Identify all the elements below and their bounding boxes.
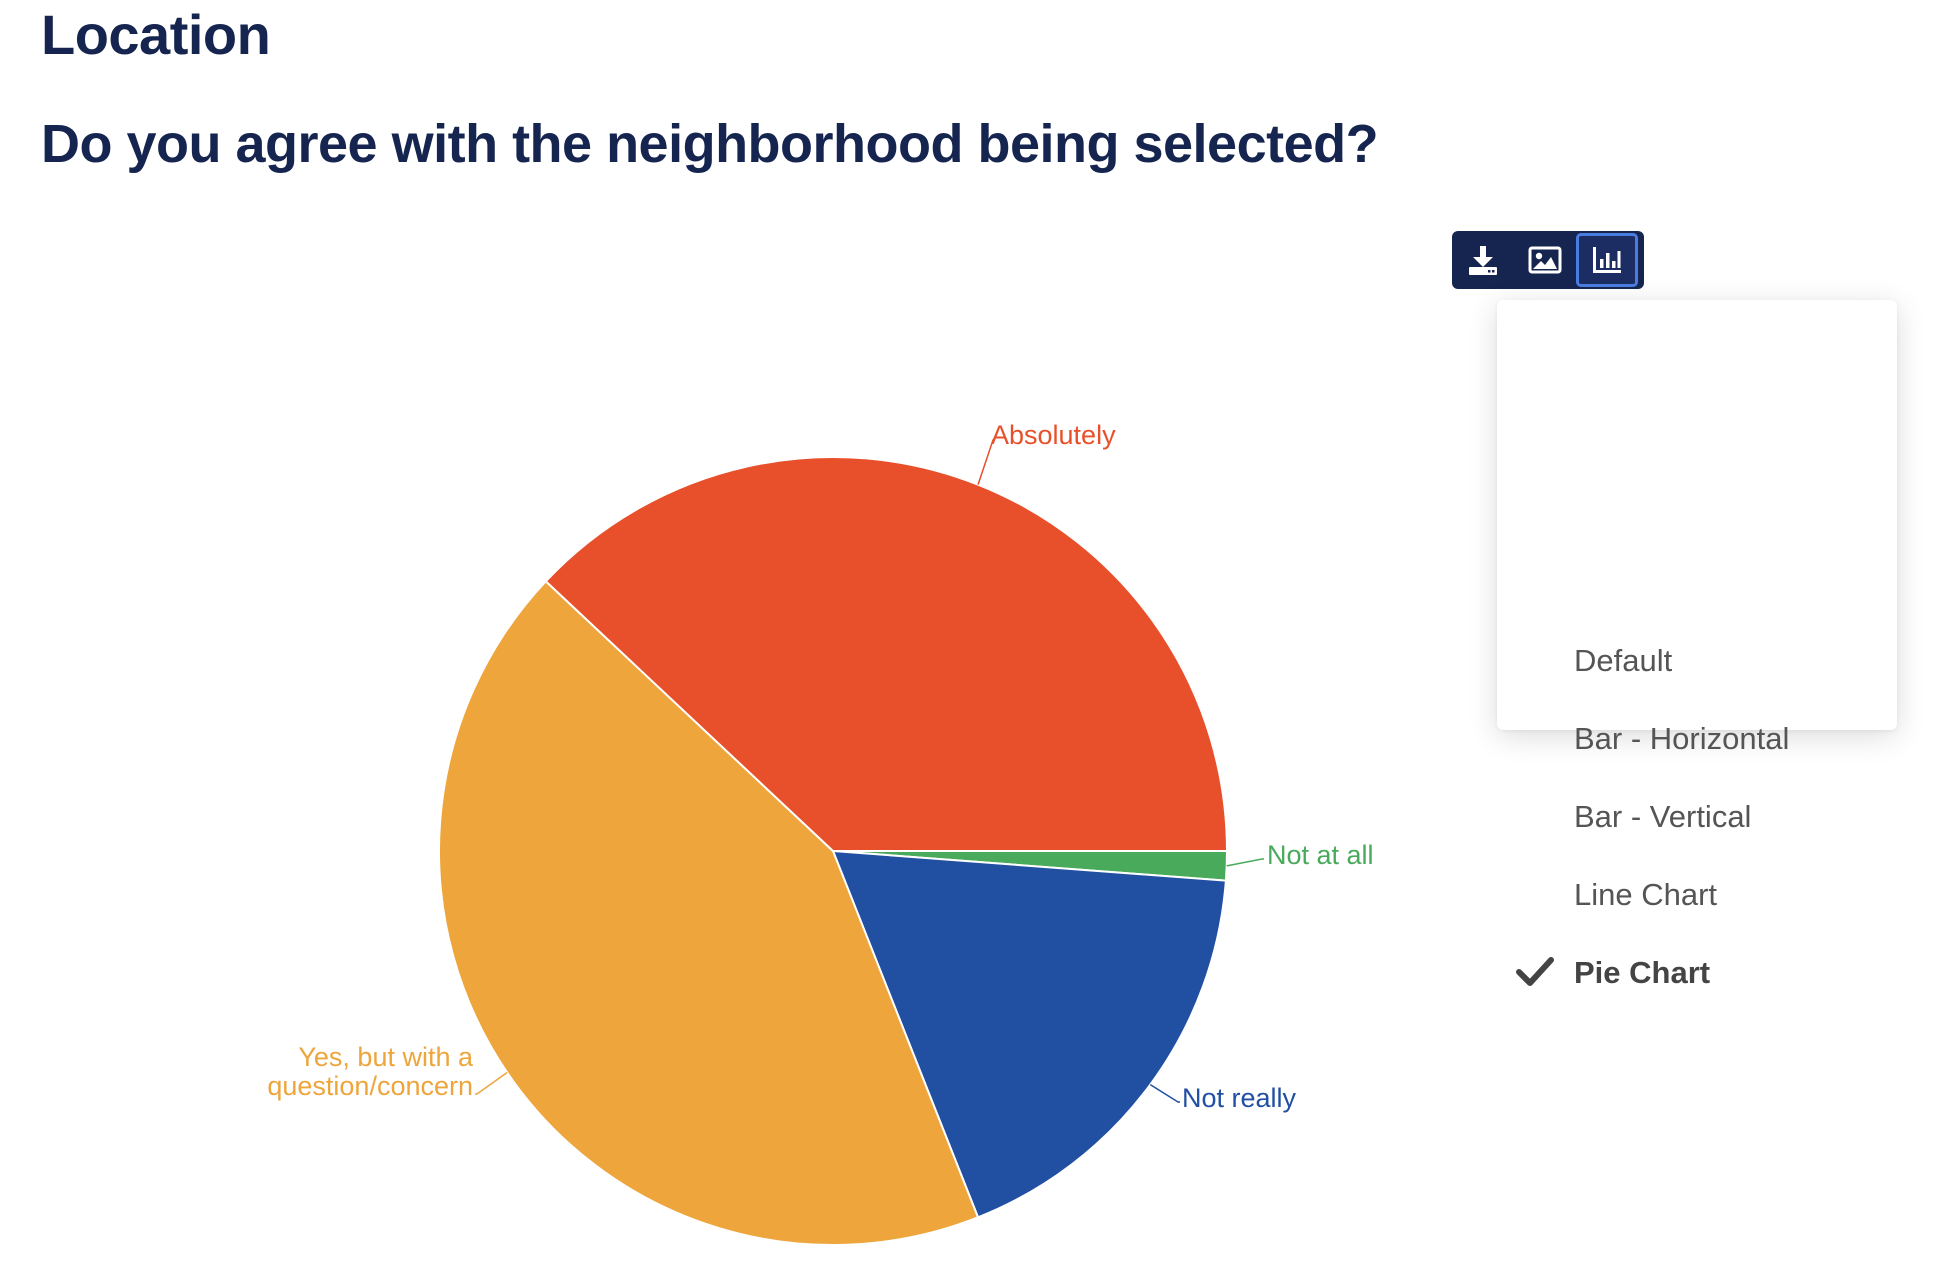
image-icon <box>1528 246 1562 274</box>
menu-item-bar-horizontal[interactable]: Bar - Horizontal <box>1574 721 1790 756</box>
bar-chart-icon <box>1593 247 1621 273</box>
menu-item-default[interactable]: Default <box>1574 643 1673 678</box>
pie-slice-absolutely[interactable] <box>544 456 1229 852</box>
question-title: Do you agree with the neighborhood being… <box>41 114 1379 174</box>
section-title: Location <box>41 3 271 66</box>
pie-label-absolutely: Absolutely <box>991 420 1116 450</box>
download-button[interactable] <box>1452 233 1514 287</box>
download-icon <box>1469 246 1497 275</box>
pie-slice-not-really[interactable] <box>831 849 1227 1219</box>
pie-slice-yes-but-with-a-question-concern[interactable] <box>438 579 980 1246</box>
image-export-button[interactable] <box>1514 233 1576 287</box>
label-connector-yes-but-with-a-question-concern <box>475 1071 508 1095</box>
pie-label-not-really: Not really <box>1182 1083 1297 1113</box>
label-connector-not-really <box>1149 1083 1180 1103</box>
chart-toolbar <box>1452 231 1644 289</box>
chart-type-button[interactable] <box>1576 233 1638 287</box>
menu-item-line-chart[interactable]: Line Chart <box>1574 877 1718 912</box>
pie-label-yes-but-with-a-question-concern: Yes, but with a question/concern <box>267 1042 474 1101</box>
menu-item-pie-chart[interactable]: Pie Chart <box>1497 937 1897 1009</box>
chart-type-menu: Default Bar - Horizontal Bar - Vertical … <box>1497 300 1897 990</box>
label-connector-not-at-all <box>1226 858 1264 867</box>
pie-label-not-at-all: Not at all <box>1267 840 1374 870</box>
checkmark-icon <box>1516 957 1554 986</box>
menu-item-bar-vertical[interactable]: Bar - Vertical <box>1574 799 1752 834</box>
label-connector-absolutely <box>977 439 995 485</box>
